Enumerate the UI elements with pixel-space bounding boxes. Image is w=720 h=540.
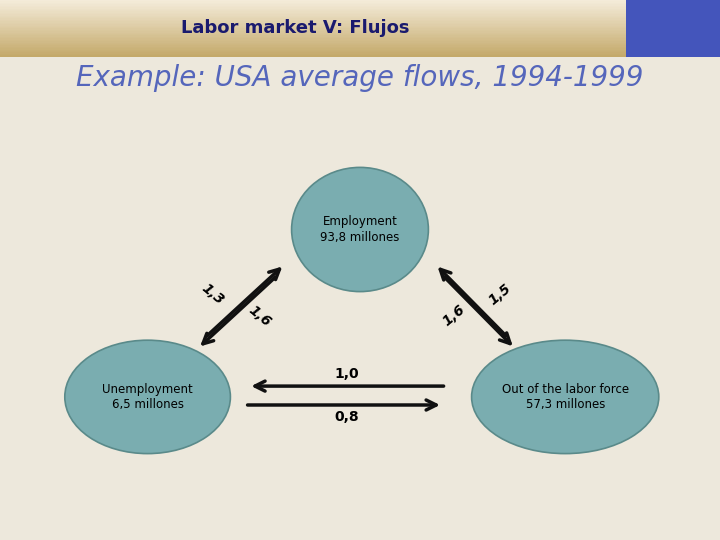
Bar <box>0 50 626 51</box>
Bar <box>0 10 626 11</box>
Bar <box>0 48 626 50</box>
Bar <box>0 36 626 37</box>
Bar <box>0 5 626 7</box>
Bar <box>0 18 626 20</box>
Bar <box>0 24 626 25</box>
Bar <box>0 51 626 52</box>
Bar <box>0 30 626 31</box>
Bar <box>0 34 626 36</box>
Ellipse shape <box>292 167 428 292</box>
Bar <box>0 38 626 40</box>
Text: 1,0: 1,0 <box>335 367 359 381</box>
Text: Employment
93,8 millones: Employment 93,8 millones <box>320 215 400 244</box>
Text: 1,6: 1,6 <box>246 302 273 329</box>
Text: Labor market V: Flujos: Labor market V: Flujos <box>181 19 410 37</box>
Bar <box>626 0 720 57</box>
Bar <box>0 9 626 10</box>
Text: Example: USA average flows, 1994-1999: Example: USA average flows, 1994-1999 <box>76 64 644 92</box>
Ellipse shape <box>472 340 659 454</box>
Text: Out of the labor force
57,3 millones: Out of the labor force 57,3 millones <box>502 383 629 411</box>
Text: 1,5: 1,5 <box>487 281 514 308</box>
Ellipse shape <box>65 340 230 454</box>
Text: Unemployment
6,5 millones: Unemployment 6,5 millones <box>102 383 193 411</box>
Bar <box>0 25 626 27</box>
Bar <box>0 47 626 48</box>
Bar <box>0 17 626 18</box>
Bar <box>0 28 626 30</box>
Text: 1,6: 1,6 <box>440 302 467 329</box>
Bar <box>0 37 626 38</box>
Bar <box>0 55 626 57</box>
Bar <box>0 31 626 32</box>
Bar <box>0 20 626 21</box>
Bar <box>0 3 626 4</box>
Bar <box>0 54 626 55</box>
Bar <box>0 44 626 45</box>
Bar <box>0 4 626 5</box>
Text: 1,3: 1,3 <box>199 281 226 308</box>
Text: 0,8: 0,8 <box>335 410 359 424</box>
Bar <box>0 27 626 28</box>
Bar <box>0 45 626 47</box>
Bar <box>0 14 626 16</box>
Bar <box>0 0 626 2</box>
Bar <box>0 40 626 41</box>
Bar <box>0 13 626 14</box>
Bar <box>0 52 626 54</box>
Bar <box>0 16 626 17</box>
Bar <box>0 23 626 24</box>
Bar <box>0 41 626 43</box>
Bar <box>0 7 626 9</box>
Bar <box>0 43 626 44</box>
Bar <box>0 21 626 23</box>
Bar <box>0 11 626 13</box>
Bar <box>0 2 626 3</box>
Bar <box>0 32 626 34</box>
